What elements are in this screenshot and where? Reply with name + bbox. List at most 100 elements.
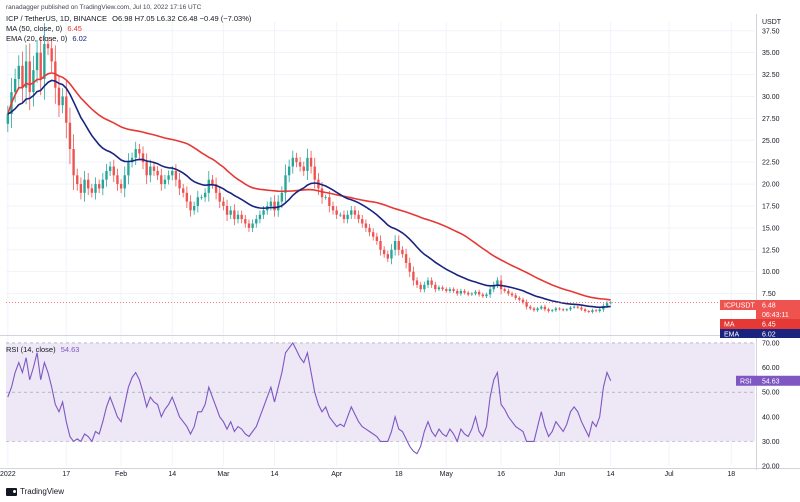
candle-body [39,52,42,79]
candle-body [211,179,214,185]
candle-body [207,179,210,193]
candle-body [101,179,105,189]
candle-body [346,214,349,220]
candle-body [24,61,28,88]
candle-body [492,284,495,290]
publisher-line: ranadagger published on TradingView.com,… [6,4,202,11]
candle-body [295,157,298,163]
candle-body [415,280,419,285]
candle-body [470,293,474,295]
rsi-axis-tick: 70.00 [762,340,780,347]
price-axis-tick: 37.50 [762,28,780,35]
rsi-legend: RSI (14, close) 54.63 [6,345,82,354]
time-axis-tick: May [440,471,454,478]
candle-body [240,214,243,220]
candle-body [434,284,437,290]
candle-body [17,65,20,79]
candle-body [448,289,452,291]
candle-body [426,280,430,285]
candle-body [196,197,200,206]
price-axis-tick: 35.00 [762,50,780,57]
candle-body [178,179,181,189]
rsi-legend-value: 54.63 [60,345,80,354]
price-axis-tick: 25.00 [762,138,780,145]
rsi-axis-tick: 20.00 [762,464,780,471]
time-axis-tick: 2022 [0,471,16,478]
candle-body [119,184,123,189]
candle-body [390,249,393,259]
candle-body [214,184,218,193]
candle-body [244,219,247,224]
ema-tag-value: 6.02 [762,332,776,339]
price-axis-tick: 17.50 [762,203,780,210]
candle-body [386,254,389,259]
candle-body [50,48,53,62]
candle-body [108,166,112,171]
candle-body [543,306,547,310]
candle-body [68,122,72,150]
candle-body [306,157,309,171]
candle-body [247,223,251,228]
candle-body [233,210,236,220]
candle-body [357,214,360,220]
candle-body [467,292,470,295]
candle-body [76,175,79,185]
candle-body [423,284,426,290]
candle-body [350,210,353,215]
candle-body [561,309,565,311]
candle-body [112,166,115,176]
candle-body [251,223,254,228]
candle-body [507,290,510,294]
candle-body [218,192,221,202]
rsi-line [7,341,612,455]
ema-legend-value: 6.02 [72,34,87,43]
candle-body [412,271,415,281]
candle-body [28,61,31,93]
ma-tag-bg [720,319,800,329]
candle-body [203,192,207,198]
price-axis-tick: 7.50 [762,291,776,298]
time-axis-tick: 14 [607,471,615,478]
candle-body [284,175,287,193]
candle-body [532,308,536,311]
candle-body [189,201,192,211]
candle-body [277,201,280,211]
candle-body [496,280,499,285]
candle-body [116,175,119,185]
candle-body [291,157,294,167]
candle-body [200,197,203,199]
candle-body [558,308,561,310]
candle-body [309,157,313,167]
candle-body [580,307,583,310]
candle-body [83,179,86,193]
rsi-tag-label: RSI [740,378,752,385]
candle-body [518,297,521,300]
rsi-axis-tick: 60.00 [762,365,780,372]
candle-body [503,289,506,291]
candle-body [141,153,145,163]
symbol-title: ICP / TetherUS, 1D, BINANCE [6,14,108,23]
candle-body [547,309,550,312]
candle-body [13,78,17,93]
candle-body [382,249,386,255]
ema-legend-label: EMA (20, close, 0) [6,34,68,43]
candle-body [605,303,609,306]
candle-body [225,205,229,215]
candle-body [361,219,364,224]
last-price-tag-value: 6.48 [762,303,776,310]
candle-body [477,291,481,295]
candle-body [298,162,302,167]
ema-legend: EMA (20, close, 0) 6.02 [6,34,90,43]
time-axis-tick: Jun [554,471,565,478]
candle-body [463,290,466,293]
price-axis-tick: 27.50 [762,116,780,123]
candle-body [609,302,612,304]
candle-body [536,308,539,311]
candle-body [401,249,404,255]
rsi-legend-label: RSI (14, close) [6,345,56,354]
candle-body [488,289,492,295]
ma-50-line [7,72,611,301]
candle-body [485,294,488,297]
tradingview-logo-icon [6,487,17,496]
